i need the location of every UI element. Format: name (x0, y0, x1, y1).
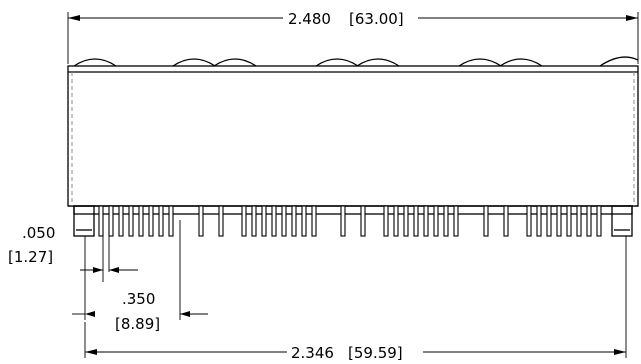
pin-35 (566, 205, 572, 237)
arrowhead-left (68, 15, 80, 21)
pin-14 (271, 205, 277, 237)
pin-span-dimension: 2.346 [59.59] (84, 236, 627, 362)
pin-27 (443, 205, 449, 237)
pin-12 (251, 205, 257, 237)
pin-31 (526, 205, 532, 237)
spacing-arrow-left (85, 311, 95, 317)
pin-16 (291, 205, 297, 237)
pin-row (98, 205, 602, 237)
pin-29 (483, 205, 489, 237)
overall-width-mm: [63.00] (349, 10, 404, 28)
pin-33 (546, 205, 552, 237)
overall-width-dimension: 2.480 [63.00] (67, 10, 639, 64)
pitch-arrow-right (109, 267, 119, 273)
pin-23 (403, 205, 409, 237)
spacing-mm: [8.89] (115, 315, 160, 333)
pin-1 (98, 205, 104, 237)
led-domes (73, 56, 639, 67)
pitch-mm: [1.27] (8, 248, 53, 266)
pitch-arrow-left (93, 267, 103, 273)
pin-10 (218, 205, 224, 237)
pin-9 (198, 205, 204, 237)
pin-13 (261, 205, 267, 237)
pin-37 (586, 205, 592, 237)
pin-span-inch: 2.346 (291, 344, 334, 362)
pin-36 (576, 205, 582, 237)
pin-19 (340, 205, 346, 237)
pin-17 (301, 205, 307, 237)
pin-4 (128, 205, 134, 237)
arrowhead-right (626, 15, 638, 21)
pin-34 (556, 205, 562, 237)
pin-pitch-dimension: .050 [1.27] (8, 224, 138, 282)
pin-22 (393, 205, 399, 237)
pitch-inch: .050 (22, 224, 55, 242)
pin-20 (360, 205, 366, 237)
pin-24 (413, 205, 419, 237)
pin-26 (433, 205, 439, 237)
pin-18 (311, 205, 317, 237)
spacing-inch: .350 (122, 290, 155, 308)
pin-8 (168, 205, 174, 237)
pin-3 (118, 205, 124, 237)
pin-15 (281, 205, 287, 237)
pin-6 (148, 205, 154, 237)
pin-span-mm: [59.59] (348, 344, 403, 362)
pin-11 (241, 205, 247, 237)
span-arrow-left (85, 349, 97, 355)
pin-5 (138, 205, 144, 237)
span-arrow-right (614, 349, 626, 355)
group-spacing-dimension: .350 [8.89] (72, 220, 208, 333)
pin-7 (158, 205, 164, 237)
pin-25 (423, 205, 429, 237)
pin-32 (536, 205, 542, 237)
pin-38 (596, 205, 602, 237)
spacing-arrow-right (180, 311, 190, 317)
pin-28 (453, 205, 459, 237)
pin-2 (108, 205, 114, 237)
overall-width-inch: 2.480 (288, 10, 331, 28)
pin-30 (503, 205, 509, 237)
pin-21 (383, 205, 389, 237)
